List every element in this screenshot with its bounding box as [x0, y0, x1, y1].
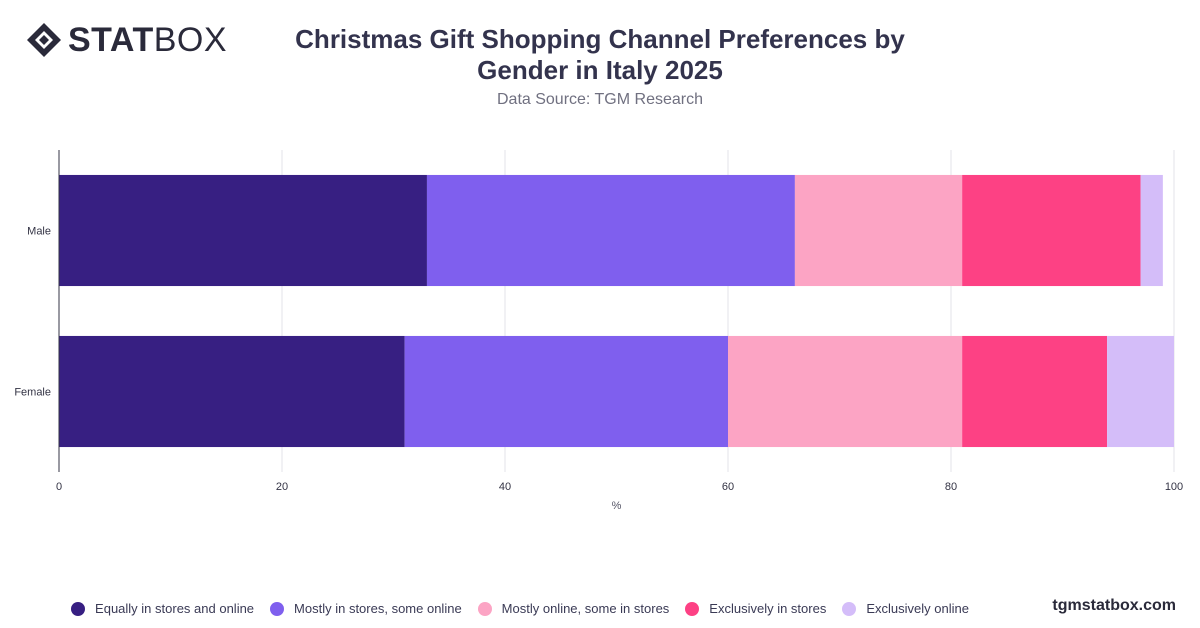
- logo-word-box: BOX: [153, 21, 228, 59]
- legend-item: Mostly in stores, some online: [270, 601, 462, 616]
- bar-segment: [59, 335, 405, 448]
- bar-segment: [59, 174, 427, 287]
- statbox-logo: STAT BOX: [26, 20, 227, 60]
- legend-item: Exclusively online: [842, 601, 969, 616]
- legend-item: Exclusively in stores: [685, 601, 826, 616]
- chart-subtitle: Data Source: TGM Research: [496, 91, 703, 108]
- chart-title: Christmas Gift Shopping Channel Preferen…: [250, 24, 950, 86]
- legend-label: Equally in stores and online: [95, 601, 255, 616]
- diamond-logo-icon: [27, 23, 61, 57]
- x-tick-label: 60: [722, 481, 734, 493]
- bar-segment: [404, 335, 728, 448]
- bar-segment: [794, 174, 963, 287]
- x-axis-title: %: [612, 500, 622, 512]
- x-tick-label: 80: [945, 481, 957, 493]
- chart-title-line1: Christmas Gift Shopping Channel Preferen…: [295, 24, 905, 54]
- y-tick-label: Female: [14, 387, 51, 399]
- legend-swatch: [685, 601, 700, 616]
- bar-segment: [962, 174, 1141, 287]
- legend-item: Mostly online, some in stores: [477, 601, 670, 616]
- bar-segment: [1107, 335, 1174, 448]
- bar-segment: [426, 174, 795, 287]
- stacked-bar-chart: 0 20 40 60 80 100 Male Female%: [14, 150, 1183, 512]
- x-tick-label: 0: [56, 481, 62, 493]
- legend-swatch: [71, 601, 86, 616]
- chart-title-line2: Gender in Italy 2025: [477, 55, 723, 85]
- y-tick-label: Male: [27, 226, 51, 238]
- logo-word-stat: STAT: [68, 21, 154, 59]
- legend-label: Mostly in stores, some online: [294, 601, 462, 616]
- watermark: tgmstatbox.com: [1052, 597, 1176, 614]
- legend-swatch: [477, 601, 492, 616]
- x-tick-label: 40: [499, 481, 511, 493]
- legend-item: Equally in stores and online: [71, 601, 254, 616]
- chart-legend: Equally in stores and online Mostly in st…: [0, 601, 1040, 616]
- bar-segment: [728, 335, 963, 448]
- logo-wordmark: STAT BOX: [68, 23, 227, 57]
- legend-label: Mostly online, some in stores: [501, 601, 670, 616]
- bar-segment: [962, 335, 1108, 448]
- x-tick-label: 20: [276, 481, 288, 493]
- legend-label: Exclusively online: [866, 601, 969, 616]
- legend-swatch: [270, 601, 285, 616]
- legend-swatch: [842, 601, 857, 616]
- legend-label: Exclusively in stores: [709, 601, 827, 616]
- bar-segment: [1140, 174, 1163, 287]
- x-tick-label: 100: [1165, 481, 1183, 493]
